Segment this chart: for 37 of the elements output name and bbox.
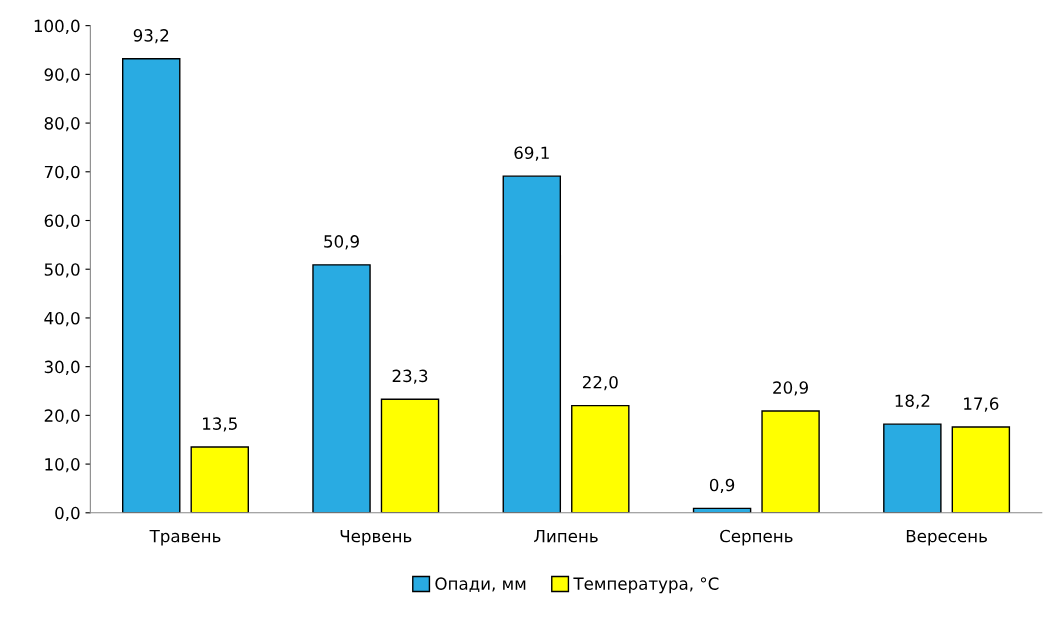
- bar: [312, 264, 371, 513]
- bar: [571, 404, 630, 513]
- y-tick-label: 80,0: [44, 117, 80, 132]
- x-tick-label: Червень: [340, 529, 412, 546]
- bar: [122, 58, 181, 513]
- y-tick-label: 20,0: [44, 409, 80, 424]
- y-tick-label: 90,0: [44, 68, 80, 83]
- y-tick-label: 30,0: [44, 360, 80, 375]
- legend-label: Температура, °C: [573, 577, 719, 594]
- bar: [502, 175, 562, 513]
- data-label: 93,2: [133, 29, 169, 44]
- bar: [761, 410, 820, 513]
- data-label: 23,3: [392, 369, 428, 384]
- legend-label: Опади, мм: [435, 577, 526, 592]
- bar: [951, 426, 1011, 513]
- x-tick-label: Липень: [534, 529, 598, 543]
- data-label: 13,5: [203, 417, 237, 432]
- x-tick-label: Вересень: [906, 529, 987, 546]
- y-tick-label: 100,0: [34, 19, 80, 34]
- y-tick-label: 40,0: [44, 311, 80, 327]
- y-tick-label: 60,0: [44, 214, 80, 229]
- y-tick-label: 50,0: [44, 263, 80, 278]
- bar: [380, 398, 440, 513]
- bar: [190, 446, 249, 513]
- data-label: 20,9: [773, 381, 808, 396]
- data-label: 69,1: [514, 146, 549, 161]
- x-tick-label: Травень: [149, 529, 221, 546]
- y-tick-label: 70,0: [44, 165, 80, 181]
- data-label: 22,0: [582, 375, 618, 391]
- x-tick-label: Серпень: [720, 529, 793, 546]
- data-label: 50,9: [324, 235, 359, 250]
- y-tick-label: 10,0: [45, 458, 80, 473]
- bar: [883, 423, 942, 513]
- data-label: 18,2: [895, 394, 930, 409]
- data-label: 17,6: [964, 397, 999, 412]
- data-label: 0,9: [709, 478, 735, 493]
- y-tick-label: 0,0: [55, 506, 80, 522]
